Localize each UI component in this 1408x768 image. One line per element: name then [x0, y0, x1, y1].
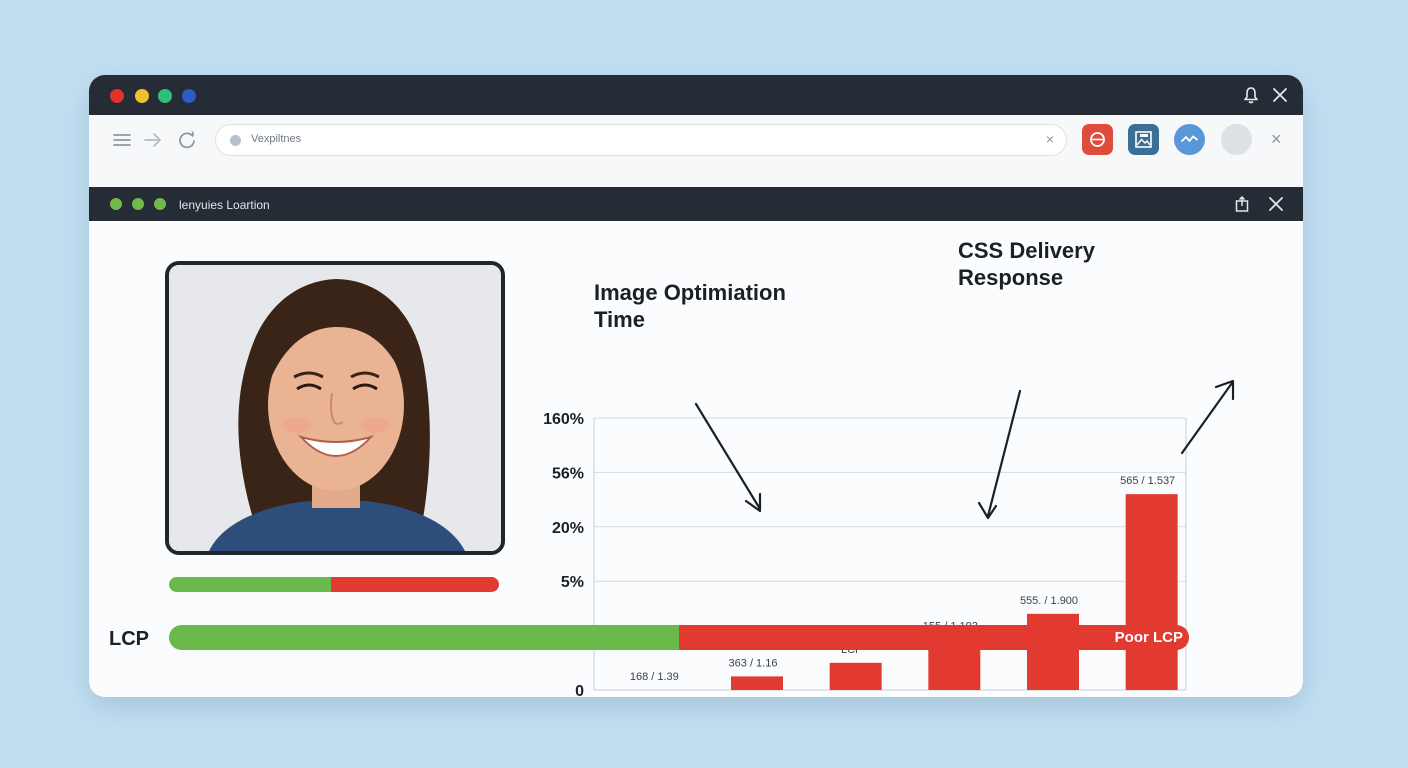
bell-icon[interactable] — [1240, 84, 1262, 106]
lcp-hero-image — [165, 261, 505, 555]
y-tick-label: 5% — [561, 574, 584, 591]
y-tick-label: 160% — [543, 411, 584, 428]
reload-icon[interactable] — [175, 128, 199, 152]
page-content: Image Optimiation Time CSS Delivery Resp… — [89, 221, 1303, 697]
lcp-label: LCP — [109, 628, 149, 650]
close-window-dot[interactable] — [110, 89, 124, 103]
profile-avatar-icon[interactable] — [1221, 124, 1252, 155]
menu-icon[interactable] — [110, 128, 134, 152]
sub-dot-3[interactable] — [154, 198, 166, 210]
image-extension-icon[interactable] — [1128, 124, 1159, 155]
bar — [1125, 494, 1178, 690]
image-load-progress — [169, 577, 499, 592]
bar-value-label: 555. / 1.900 — [1020, 595, 1078, 607]
lcp-poor-segment — [679, 625, 1189, 650]
bar-value-label: 363 / 1.16 — [729, 657, 778, 669]
title-bar — [89, 75, 1303, 115]
annotation-line-1: CSS Delivery — [958, 238, 1095, 263]
sub-window-title: lenyuies Loartion — [179, 198, 270, 212]
share-icon[interactable] — [1231, 193, 1253, 215]
image-load-poor-segment — [331, 577, 499, 592]
trend-up-arrow — [1180, 379, 1235, 455]
address-text[interactable]: Vexpiltnes — [251, 133, 302, 145]
record-extension-icon[interactable] — [1082, 124, 1113, 155]
poor-lcp-label: Poor LCP — [1114, 629, 1183, 646]
sub-dot-1[interactable] — [110, 198, 122, 210]
annotation-line-1: Image Optimiation — [594, 280, 786, 305]
minimize-window-dot[interactable] — [135, 89, 149, 103]
image-optimization-annotation: Image Optimiation Time — [594, 279, 834, 333]
annotation-line-2: Time — [594, 307, 645, 332]
sub-dot-2[interactable] — [132, 198, 144, 210]
image-optimization-arrow — [694, 402, 762, 513]
activity-extension-icon[interactable] — [1174, 124, 1205, 155]
extra-window-dot[interactable] — [182, 89, 196, 103]
maximize-window-dot[interactable] — [158, 89, 172, 103]
css-delivery-arrow — [977, 389, 1022, 520]
y-tick-label: 0 — [575, 683, 584, 697]
forward-arrow-icon[interactable] — [141, 128, 165, 152]
bar — [731, 676, 783, 690]
close-icon[interactable] — [1269, 84, 1291, 106]
close-tab-icon[interactable]: × — [1271, 129, 1282, 149]
y-tick-label: 20% — [552, 520, 584, 537]
image-load-good-segment — [169, 577, 331, 592]
browser-window: Vexpiltnes × × lenyuies Loartion — [89, 75, 1303, 697]
site-info-icon[interactable] — [230, 135, 241, 146]
annotation-line-2: Response — [958, 265, 1064, 290]
close-icon[interactable] — [1265, 193, 1287, 215]
sub-window-bar: lenyuies Loartion — [89, 187, 1303, 221]
lcp-rating-bar: Poor LCP — [169, 625, 1189, 650]
clear-address-icon[interactable]: × — [1045, 131, 1054, 147]
bar — [829, 662, 882, 690]
css-delivery-annotation: CSS Delivery Response — [958, 237, 1198, 291]
address-bar[interactable]: Vexpiltnes × — [215, 124, 1067, 156]
y-tick-label: 56% — [552, 465, 584, 482]
navigation-bar: Vexpiltnes × × — [89, 115, 1303, 187]
bar-value-label: 168 / 1.39 — [630, 671, 679, 683]
bar-value-label: 565 / 1.537 — [1120, 475, 1175, 487]
lcp-good-segment — [169, 625, 679, 650]
